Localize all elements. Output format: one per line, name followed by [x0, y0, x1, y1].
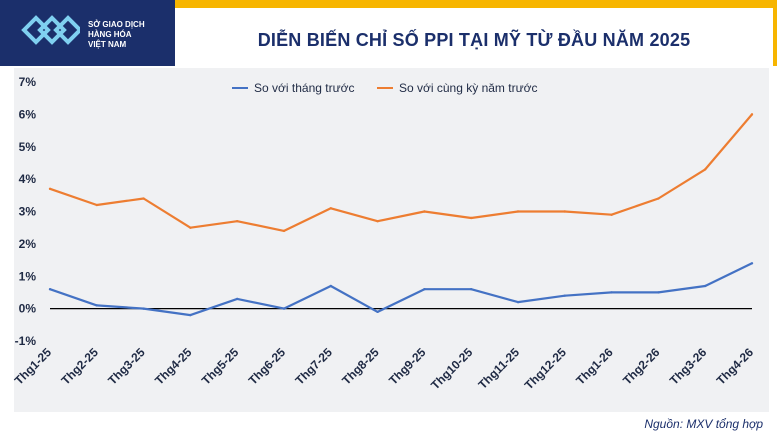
x-tick-label: Thg4-25: [152, 345, 195, 388]
data-point: [704, 284, 707, 288]
data-point: [563, 210, 566, 213]
data-point: [236, 220, 239, 223]
data-point: [282, 229, 286, 233]
data-point: [95, 304, 99, 307]
legend-label: So với tháng trước: [254, 81, 354, 95]
y-tick-label: 7%: [19, 75, 37, 89]
data-point: [704, 168, 707, 171]
y-tick-label: 4%: [19, 172, 37, 186]
data-point: [376, 310, 379, 314]
logo-line-2: HÀNG HÓA: [88, 30, 132, 39]
data-point: [376, 220, 379, 223]
logo-line-1: SỞ GIAO DỊCH: [88, 20, 145, 29]
data-point: [329, 207, 332, 210]
data-point: [95, 203, 99, 207]
x-tick-label: Thg8-25: [339, 345, 382, 388]
x-tick-label: Thg12-25: [522, 345, 569, 392]
x-tick-label: Thg3-25: [105, 345, 148, 388]
x-tick-label: Thg1-25: [12, 345, 55, 388]
data-point: [282, 307, 286, 310]
series-line-yoy: [49, 113, 753, 232]
data-point: [423, 210, 426, 213]
x-tick-label: Thg1-26: [573, 345, 616, 388]
y-tick-label: 1%: [19, 269, 37, 283]
data-point: [189, 226, 192, 229]
data-point: [142, 307, 145, 310]
data-point: [236, 297, 239, 301]
data-point: [142, 197, 145, 200]
series-line-mom: [49, 262, 753, 317]
logo: SỞ GIAO DỊCH HÀNG HÓA VIỆT NAM: [0, 0, 175, 66]
logo-text: SỞ GIAO DỊCH HÀNG HÓA VIỆT NAM: [88, 20, 168, 50]
y-tick-label: -1%: [15, 334, 37, 348]
x-tick-label: Thg2-25: [58, 345, 101, 388]
data-point: [563, 294, 566, 297]
data-point: [750, 113, 754, 116]
x-tick-label: Thg11-25: [475, 345, 522, 392]
x-tick-label: Thg2-26: [620, 345, 663, 388]
data-point: [423, 288, 426, 291]
y-tick-label: 6%: [19, 107, 37, 121]
x-tick-label: Thg5-25: [199, 345, 242, 388]
source-note: Nguồn: MXV tổng hợp: [644, 417, 763, 431]
data-point: [516, 300, 520, 304]
x-tick-label: Thg10-25: [428, 345, 475, 392]
data-point: [610, 213, 613, 216]
x-tick-label: Thg9-25: [386, 345, 429, 388]
data-point: [470, 216, 473, 220]
data-point: [750, 262, 754, 265]
legend-label: So với cùng kỳ năm trước: [399, 81, 537, 95]
y-tick-label: 0%: [19, 302, 37, 316]
data-point: [470, 288, 473, 291]
title-panel: DIỄN BIẾN CHỈ SỐ PPI TẠI MỸ TỪ ĐẦU NĂM 2…: [175, 8, 773, 66]
data-point: [657, 291, 660, 294]
data-point: [657, 197, 660, 200]
x-tick-label: Thg7-25: [292, 345, 335, 388]
chart-title: DIỄN BIẾN CHỈ SỐ PPI TẠI MỸ TỪ ĐẦU NĂM 2…: [257, 30, 691, 50]
data-point: [516, 210, 520, 213]
x-tick-label: Thg3-26: [667, 345, 710, 388]
data-point: [189, 313, 192, 317]
x-tick-label: Thg4-26: [714, 345, 757, 388]
data-point: [48, 187, 52, 191]
logo-line-3: VIỆT NAM: [88, 40, 127, 49]
logo-mark-icon: [21, 15, 80, 45]
data-point: [610, 291, 613, 294]
y-tick-label: 2%: [19, 237, 37, 251]
data-point: [48, 288, 52, 291]
x-tick-label: Thg6-25: [246, 345, 289, 388]
plot-background: [14, 68, 769, 412]
y-tick-label: 5%: [19, 140, 37, 154]
data-point: [329, 284, 332, 288]
y-tick-label: 3%: [19, 205, 37, 219]
